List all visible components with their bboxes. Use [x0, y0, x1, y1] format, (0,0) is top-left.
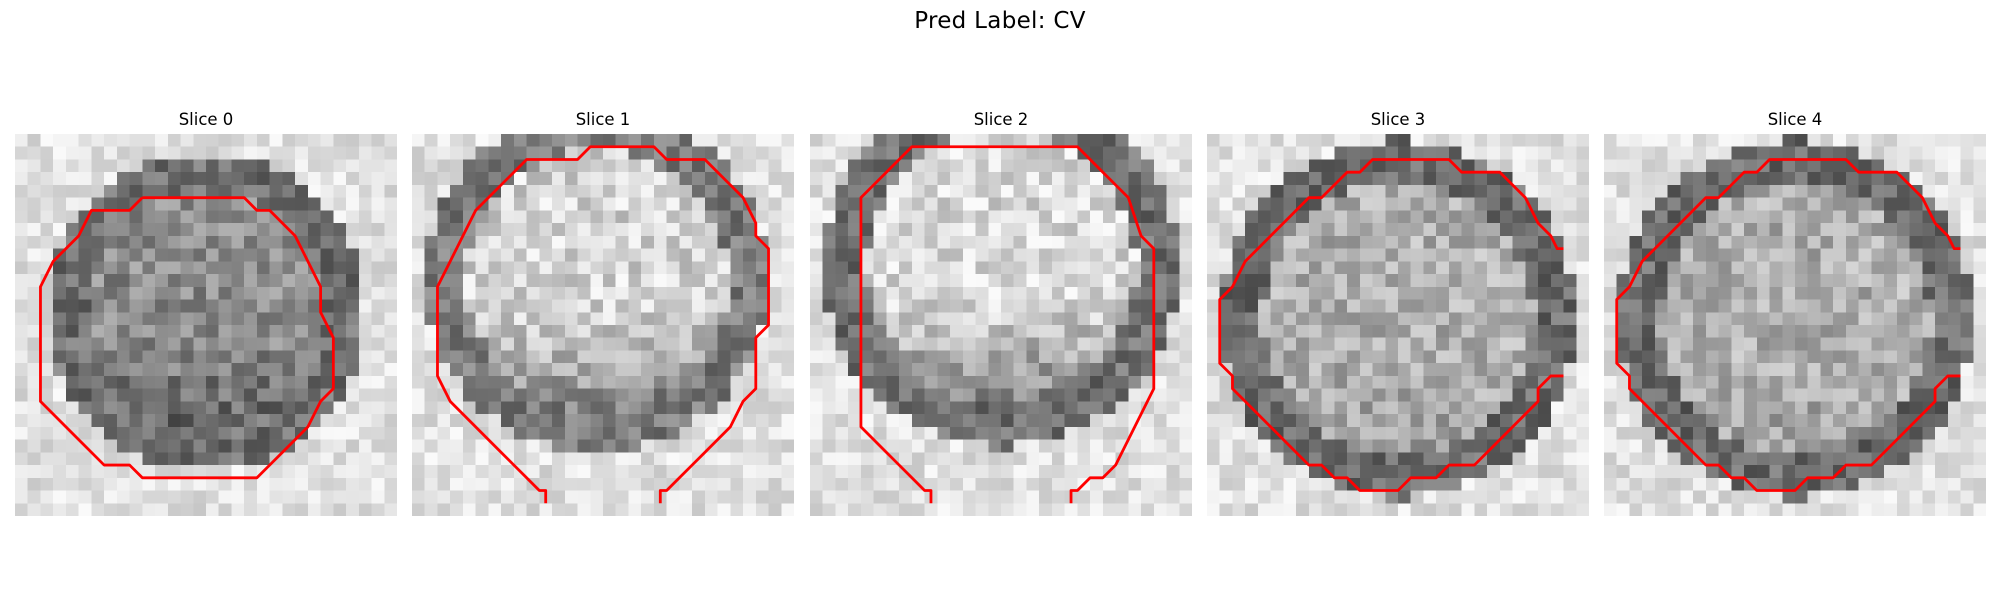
segmentation-contour — [436, 145, 770, 504]
slice-panel-2: Slice 2 — [810, 108, 1192, 516]
segmentation-contour — [39, 196, 335, 480]
slice-title-0: Slice 0 — [178, 110, 234, 129]
pixel-grid — [412, 134, 794, 516]
slice-image-4 — [1604, 134, 1986, 516]
slice-image-3 — [1207, 134, 1589, 516]
segmentation-contour — [1615, 158, 1961, 492]
slice-panel-4: Slice 4 — [1604, 108, 1986, 516]
pixel-grid — [1207, 134, 1589, 516]
slice-panel-0: Slice 0 — [15, 108, 397, 516]
slice-title-3: Slice 3 — [1370, 110, 1426, 129]
slice-image-0 — [15, 134, 397, 516]
segmentation-contour — [1218, 158, 1564, 492]
figure-title: Pred Label: CV — [914, 8, 1086, 34]
slice-image-1 — [412, 134, 794, 516]
slice-title-1: Slice 1 — [575, 110, 631, 129]
slice-title-2: Slice 2 — [973, 110, 1029, 129]
pixel-grid — [15, 134, 397, 516]
slice-image-2 — [810, 134, 1192, 516]
pixel-grid — [1604, 134, 1986, 516]
segmentation-contour — [859, 145, 1156, 504]
slice-title-4: Slice 4 — [1767, 110, 1823, 129]
pixel-grid — [810, 134, 1192, 516]
slice-panel-1: Slice 1 — [412, 108, 794, 516]
slice-panel-3: Slice 3 — [1207, 108, 1589, 516]
